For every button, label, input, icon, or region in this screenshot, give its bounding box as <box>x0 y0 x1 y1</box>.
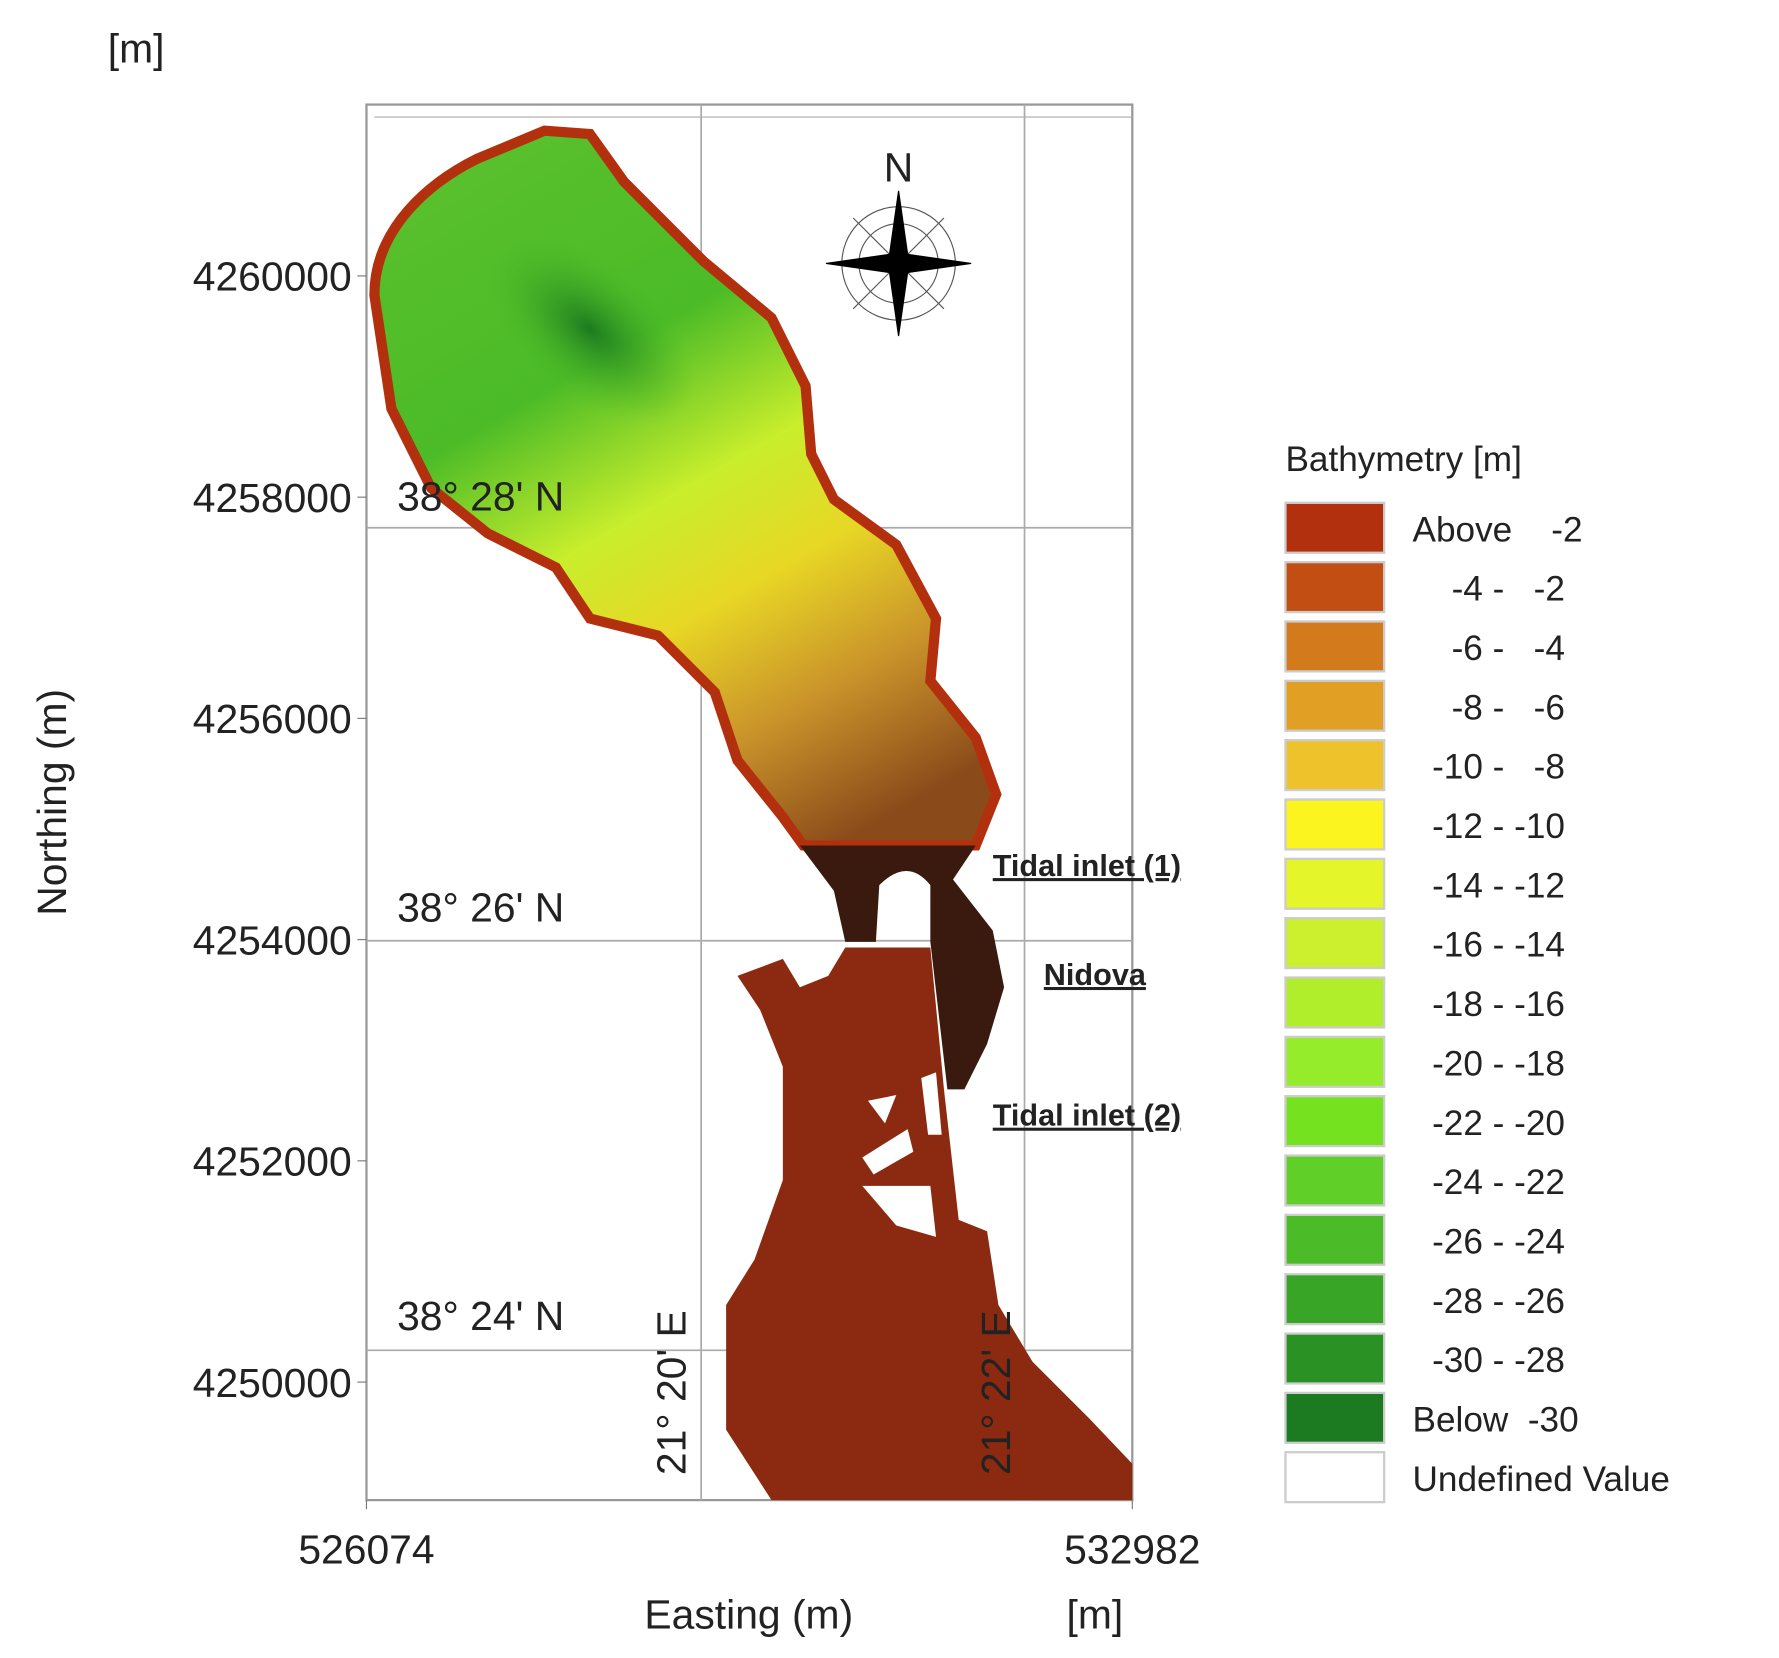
legend-label: -30 - -28 <box>1413 1341 1565 1380</box>
y-tick-label: 4250000 <box>193 1360 352 1406</box>
inlet-area <box>799 845 1005 1090</box>
legend-label: -24 - -22 <box>1413 1163 1565 1202</box>
legend-swatch <box>1284 917 1386 970</box>
legend-swatch <box>1284 739 1386 792</box>
legend-swatch <box>1284 620 1386 673</box>
annotation: Tidal inlet (2) <box>993 1099 1181 1133</box>
deep-area <box>484 233 696 425</box>
legend-label: -26 - -24 <box>1413 1222 1565 1261</box>
y-tick-label: 4254000 <box>193 917 352 963</box>
legend-label: -20 - -18 <box>1413 1044 1565 1083</box>
legend-label: -18 - -16 <box>1413 985 1565 1024</box>
legend-swatch <box>1284 561 1386 614</box>
legend-swatch <box>1284 1332 1386 1385</box>
annotation: Tidal inlet (1) <box>993 849 1181 883</box>
legend-swatch <box>1284 798 1386 851</box>
legend-swatch <box>1284 1273 1386 1326</box>
legend-label: -10 - -8 <box>1413 748 1565 787</box>
longitude-label: 21° 20' E <box>648 1310 694 1475</box>
y-tick-label: 4260000 <box>193 254 352 300</box>
legend-swatch <box>1284 1095 1386 1148</box>
legend-label: -8 - -6 <box>1413 688 1565 727</box>
legend-label: Below -30 <box>1413 1400 1579 1439</box>
legend-swatch <box>1284 1154 1386 1207</box>
legend-label: -28 - -26 <box>1413 1282 1565 1321</box>
legend-swatch <box>1284 679 1386 732</box>
legend-label: Undefined Value <box>1413 1460 1670 1499</box>
y-axis-label: Northing (m) <box>29 689 75 916</box>
legend-swatch <box>1284 1035 1386 1088</box>
legend-label: -12 - -10 <box>1413 807 1565 846</box>
legend-label: -14 - -12 <box>1413 866 1565 905</box>
y-tick-label: 4256000 <box>193 696 352 742</box>
islands <box>862 1072 942 1237</box>
north-label: N <box>884 145 914 191</box>
axes-legend: 4260000 4258000 4256000 4254000 4252000 42500… <box>193 254 1670 1573</box>
legend-swatch <box>1284 501 1386 554</box>
latitude-label: 38° 28' N <box>397 474 564 520</box>
legend-label: -4 - -2 <box>1413 570 1565 609</box>
legend-swatch <box>1284 976 1386 1029</box>
legend-label: -22 - -20 <box>1413 1104 1565 1143</box>
legend-swatch <box>1284 1213 1386 1266</box>
legend-label: -16 - -14 <box>1413 926 1565 965</box>
x-tick-label: 532982 <box>1064 1527 1200 1573</box>
legend-title: Bathymetry [m] <box>1285 440 1521 479</box>
x-tick-label: 526074 <box>298 1527 434 1573</box>
legend-swatch <box>1284 1391 1386 1444</box>
annotation: Nidova <box>1044 958 1147 992</box>
legend-swatch <box>1284 1451 1386 1504</box>
y-tick-label: 4252000 <box>193 1139 352 1185</box>
y-tick-label: 4258000 <box>193 475 352 521</box>
latitude-label: 38° 26' N <box>397 884 564 930</box>
legend-label: Above -2 <box>1413 510 1583 549</box>
x-axis-label: Easting (m) <box>644 1591 853 1637</box>
unit-label: [m] <box>108 26 165 72</box>
unit-label: [m] <box>1067 1591 1124 1637</box>
latitude-label: 38° 24' N <box>397 1293 564 1339</box>
legend-label: -6 - -4 <box>1413 629 1565 668</box>
longitude-label: 21° 22' E <box>973 1310 1019 1475</box>
legend-swatch <box>1284 857 1386 910</box>
north-arrow <box>825 190 972 337</box>
